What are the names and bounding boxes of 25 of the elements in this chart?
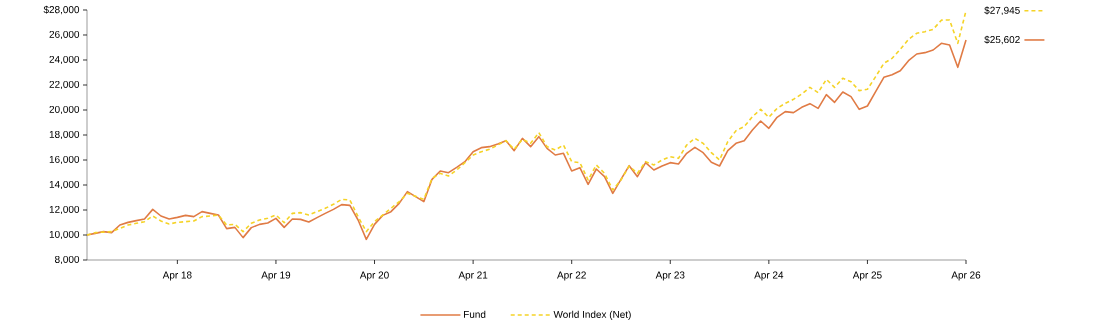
x-tick-label: Apr 19 [261,271,291,281]
x-tick-label: Apr 24 [754,271,784,281]
x-tick-label: Apr 20 [359,271,389,281]
x-tick-label: Apr 23 [655,271,685,281]
y-tick-label: 16,000 [49,155,80,165]
x-tick-label: Apr 18 [162,271,192,281]
y-tick-label: 20,000 [49,105,80,115]
y-tick-label: 14,000 [49,180,80,190]
x-tick-label: Apr 25 [852,271,882,281]
x-tick-label: Apr 21 [458,271,488,281]
y-tick-label: 12,000 [49,205,80,215]
annotation: $27,945 [984,6,1020,16]
legend-label: World Index (Net) [553,310,631,320]
y-tick-label: 18,000 [49,130,80,140]
y-tick-label: 26,000 [49,30,80,40]
line-series [86,39,967,241]
y-tick-label: 10,000 [49,230,80,240]
x-tick-label: Apr 26 [951,271,981,281]
y-tick-label: 24,000 [49,55,80,65]
y-tick-label: $28,000 [43,5,80,15]
y-tick-label: 8,000 [54,255,80,265]
y-tick-label: 22,000 [49,80,80,90]
legend-label: Fund [464,310,486,318]
annotation: $25,602 [984,35,1020,45]
x-tick-label: Apr 22 [557,271,586,281]
